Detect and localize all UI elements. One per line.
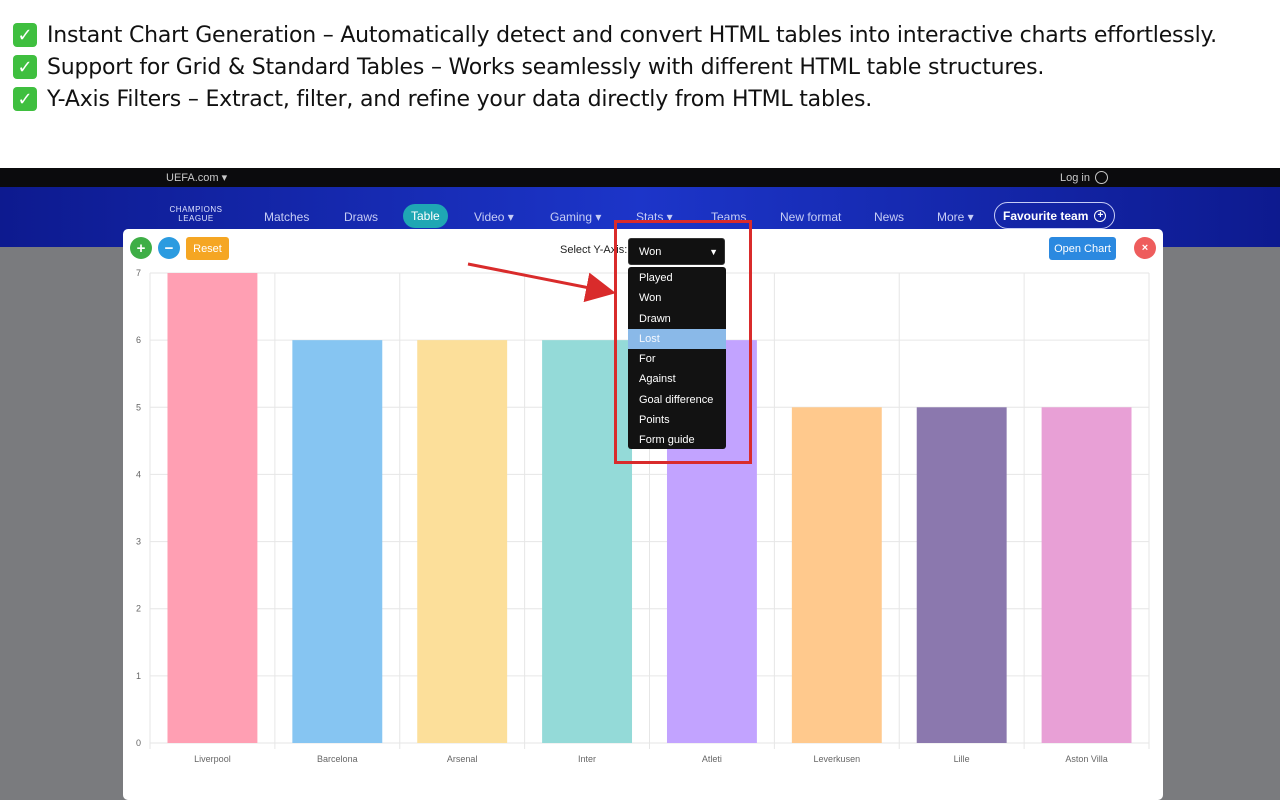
plus-circle-icon: + — [1094, 209, 1107, 222]
nav-news[interactable]: News — [874, 210, 905, 224]
option-for[interactable]: For — [639, 353, 656, 366]
login-link[interactable]: Log in — [1060, 171, 1108, 184]
y-tick-label: 2 — [136, 604, 141, 614]
y-tick-label: 4 — [136, 469, 141, 479]
x-tick-label: Arsenal — [447, 754, 478, 764]
y-tick-label: 3 — [136, 537, 141, 547]
bar-liverpool[interactable] — [167, 273, 258, 743]
option-goal-difference[interactable]: Goal difference — [639, 393, 714, 406]
feature-item: ✓ Instant Chart Generation – Automatical… — [13, 19, 1280, 51]
chart-panel: + − Reset Select Y-Axis: Won ▼ Open Char… — [123, 229, 1163, 800]
x-tick-label: Liverpool — [194, 754, 231, 764]
nav-draws[interactable]: Draws — [344, 210, 379, 224]
bar-barcelona[interactable] — [292, 340, 383, 743]
nav-new-format[interactable]: New format — [780, 210, 842, 224]
x-tick-label: Barcelona — [317, 754, 358, 764]
website-screenshot: UEFA.com ▾ Log in CHAMPIONS LEAGUE Match… — [0, 168, 1280, 800]
feature-text: Support for Grid & Standard Tables – Wor… — [47, 54, 1045, 80]
chevron-down-icon: ▼ — [709, 247, 718, 257]
top-bar: UEFA.com ▾ Log in — [0, 168, 1280, 187]
bar-aston-villa[interactable] — [1041, 407, 1132, 743]
feature-text: Y-Axis Filters – Extract, filter, and re… — [47, 86, 873, 112]
y-tick-label: 6 — [136, 335, 141, 345]
option-played[interactable]: Played — [639, 272, 673, 284]
x-tick-label: Atleti — [702, 754, 722, 764]
bar-lille[interactable] — [916, 407, 1007, 743]
y-tick-label: 0 — [136, 738, 141, 748]
x-tick-label: Lille — [954, 754, 970, 764]
x-tick-label: Inter — [578, 754, 596, 764]
zoom-out-button[interactable]: − — [158, 237, 180, 259]
option-lost[interactable]: Lost — [628, 328, 726, 350]
annotation-highlight-box — [614, 220, 752, 464]
x-tick-label: Aston Villa — [1065, 754, 1107, 764]
nav-more[interactable]: More ▾ — [937, 210, 974, 224]
zoom-in-button[interactable]: + — [130, 237, 152, 259]
feature-text: Instant Chart Generation – Automatically… — [47, 22, 1217, 48]
feature-item: ✓ Support for Grid & Standard Tables – W… — [13, 51, 1280, 83]
y-tick-label: 1 — [136, 671, 141, 681]
checkmark-icon: ✓ — [13, 23, 37, 47]
nav-table[interactable]: Table — [403, 204, 448, 228]
reset-button[interactable]: Reset — [186, 237, 229, 260]
favourite-team-button[interactable]: Favourite team + — [994, 202, 1116, 229]
favourite-team-label: Favourite team — [1003, 208, 1089, 223]
y-axis-select[interactable]: Won ▼ — [628, 238, 725, 265]
option-form-guide[interactable]: Form guide — [639, 434, 695, 447]
option-points[interactable]: Points — [639, 414, 670, 427]
nav-video[interactable]: Video ▾ — [474, 210, 514, 224]
select-y-axis-label: Select Y-Axis: — [560, 244, 628, 256]
nav-gaming[interactable]: Gaming ▾ — [550, 210, 602, 224]
uefa-brand-link[interactable]: UEFA.com ▾ — [166, 172, 228, 184]
feature-item: ✓ Y-Axis Filters – Extract, filter, and … — [13, 83, 1280, 115]
bar-leverkusen[interactable] — [791, 407, 882, 743]
y-axis-dropdown: Played Won Drawn Lost For Against Goal d… — [628, 267, 726, 449]
option-won[interactable]: Won — [639, 292, 662, 305]
feature-list: ✓ Instant Chart Generation – Automatical… — [0, 0, 1280, 168]
checkmark-icon: ✓ — [13, 87, 37, 111]
bar-chart: 0 1 2 3 4 5 6 7 Liverpool Barcelona Arsenal Inter At… — [136, 268, 1150, 764]
x-tick-label: Leverkusen — [814, 754, 861, 764]
login-label: Log in — [1060, 171, 1090, 184]
checkmark-icon: ✓ — [13, 55, 37, 79]
bar-arsenal[interactable] — [417, 340, 508, 743]
y-tick-label: 7 — [136, 268, 141, 278]
open-chart-button[interactable]: Open Chart — [1049, 237, 1116, 260]
bar-inter[interactable] — [542, 340, 633, 743]
selected-value: Won — [639, 245, 662, 258]
nav-matches[interactable]: Matches — [264, 210, 310, 224]
user-icon — [1094, 171, 1108, 184]
champions-league-logo[interactable]: CHAMPIONS LEAGUE — [169, 205, 223, 223]
y-tick-label: 5 — [136, 402, 141, 412]
option-drawn[interactable]: Drawn — [639, 312, 671, 325]
option-against[interactable]: Against — [639, 373, 676, 386]
close-button[interactable]: × — [1134, 237, 1156, 259]
